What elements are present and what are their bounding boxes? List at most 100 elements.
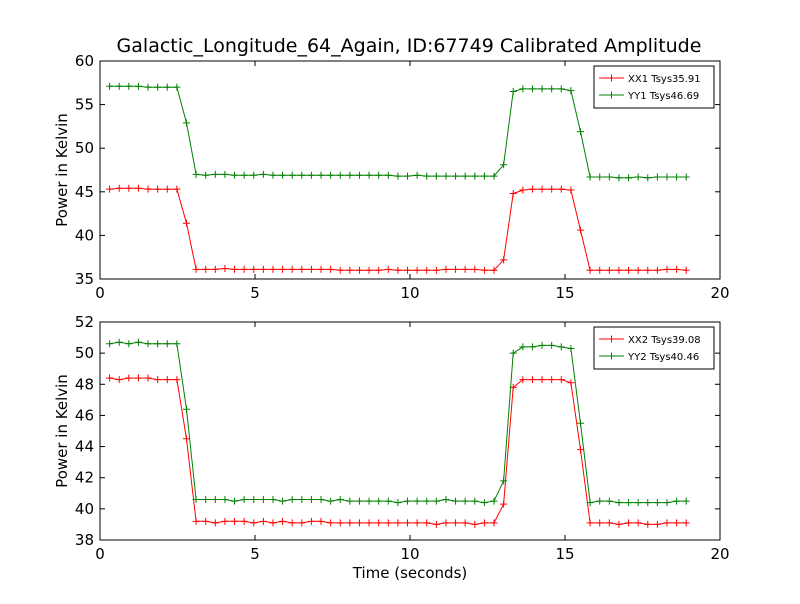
data-point [298,519,306,527]
chart-panel-2: 0 5 10 15 20 38 40 42 44 46 48 50 52 Power in Kelvin T… [53,313,730,582]
data-point [115,376,123,384]
data-point [528,376,536,384]
data-point [163,83,171,91]
x-tick-label: 20 [710,284,729,302]
x-axis-label: Time (seconds) [352,564,468,582]
data-point [673,173,681,181]
data-point [192,265,200,273]
data-point [106,82,114,90]
y-tick-label: 45 [75,183,94,201]
data-point [452,519,460,527]
data-point [682,266,690,274]
x-tick-label: 5 [250,284,260,302]
data-point [538,185,546,193]
data-point [115,184,123,192]
data-point [577,128,584,136]
data-point [653,173,661,181]
data-point [557,376,565,384]
legend-box [593,65,715,109]
data-point [221,265,229,273]
data-point [471,497,479,505]
data-point [673,265,681,273]
data-point [375,519,383,527]
data-point [577,419,584,427]
data-point [154,185,162,193]
data-point [144,83,152,91]
data-point [269,519,277,527]
data-point [500,256,508,264]
data-point [480,172,488,180]
y-tick-label: 50 [75,139,94,157]
data-point [673,519,681,527]
data-point [480,266,488,274]
data-point [509,349,517,357]
data-point [202,517,210,525]
data-point [384,497,392,505]
data-point [221,517,229,525]
data-point [404,172,412,180]
data-point [394,519,402,527]
data-point [577,446,584,454]
data-point [413,497,421,505]
y-tick-label: 60 [75,52,94,70]
data-point [346,171,354,179]
data-point [211,265,219,273]
data-point [240,517,248,525]
data-point [548,341,556,349]
data-point [259,517,267,525]
data-point [375,171,383,179]
data-point [423,172,431,180]
data-point [653,266,661,274]
data-point [115,82,123,90]
data-point [586,266,594,274]
data-point [125,184,133,192]
data-point [298,265,306,273]
data-point [557,343,565,351]
x-tick-label: 10 [400,545,419,563]
data-point [163,376,171,384]
data-point [490,519,498,527]
data-point [490,266,498,274]
data-point [644,174,652,182]
data-point [182,435,190,443]
data-point [509,190,517,198]
data-point [644,266,652,274]
legend-label: YY2 Tsys40.46 [627,352,699,363]
legend-label: XX1 Tsys35.91 [628,74,701,85]
data-point [231,497,239,505]
data-point [154,340,162,348]
data-point [250,171,258,179]
data-point [500,161,508,169]
data-point [528,185,536,193]
x-tick-label: 5 [250,545,260,563]
data-point [269,496,277,504]
data-point [336,171,344,179]
data-point [259,265,267,273]
data-point [634,519,642,527]
data-point [202,171,210,179]
data-point [682,173,690,181]
data-point [423,497,431,505]
data-point [461,497,469,505]
x-tick-label: 10 [400,284,419,302]
data-point [452,172,460,180]
data-point [144,185,152,193]
x-tick-label: 15 [555,284,574,302]
data-point [538,341,546,349]
data-point [288,171,296,179]
data-point [211,170,219,178]
data-point [298,496,306,504]
data-point [634,266,642,274]
data-point [336,519,344,527]
data-point [336,266,344,274]
data-point [500,477,508,485]
data-point [663,265,671,273]
y-tick-label: 44 [75,438,94,456]
data-point [567,379,575,387]
data-point [288,519,296,527]
y-tick-label: 46 [75,406,94,424]
legend-box [593,326,715,370]
data-point [404,497,412,505]
data-point [250,519,258,527]
data-point [250,496,258,504]
